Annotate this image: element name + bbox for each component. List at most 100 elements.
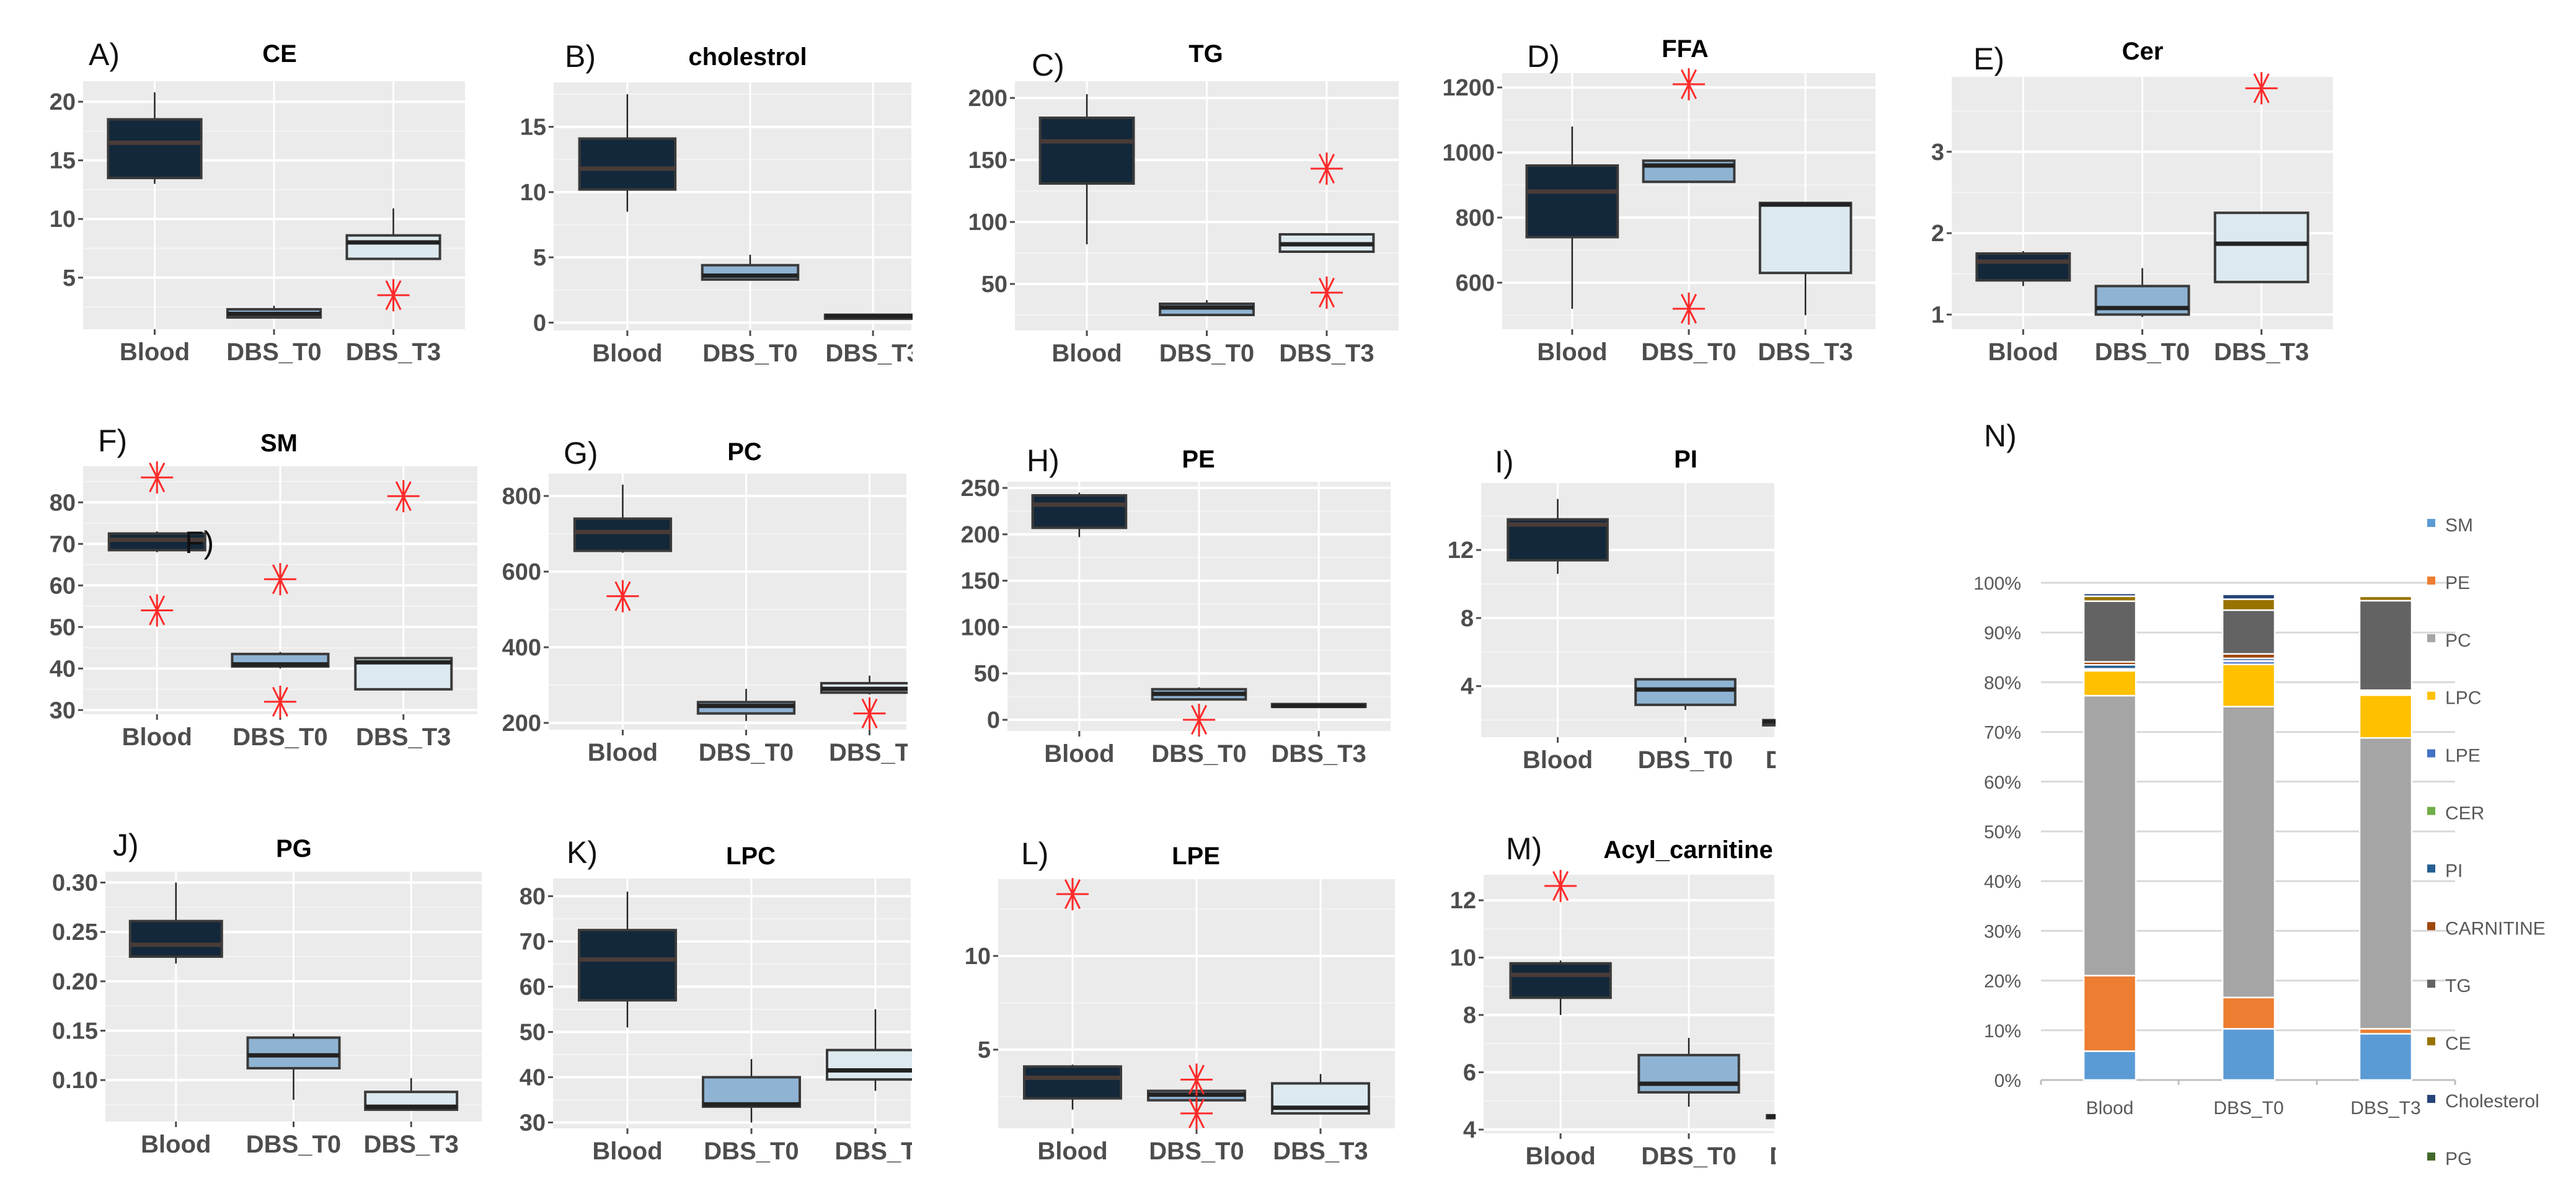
legend-swatch [2427,922,2435,931]
x-tick-label: DBS_T0 [704,1138,799,1165]
asterisk-stroke [1318,277,1335,308]
legend-swatch [2427,807,2435,815]
y-tick-label: 0.20 [52,969,98,995]
y-tick-label: 800 [1456,205,1495,231]
y-tick-label: 50% [1984,822,2021,843]
x-tick-label: DBS_T3 [2350,1098,2420,1118]
x-tick-label: Blood [1525,1143,1595,1170]
bar-segment-pg [2358,594,2413,597]
y-tick-label: 40 [50,656,76,682]
x-tick-label: DBS_T3 [1279,340,1374,367]
y-tick-label: 30 [520,1110,546,1136]
bar-segment-tg [2358,600,2413,691]
y-tick-label: 8 [1461,606,1474,632]
box-blood [107,118,203,180]
y-tick-label: 600 [502,559,541,585]
box-blood [1975,252,2071,282]
box-blood [128,919,223,958]
y-tick-label: 5 [533,245,546,271]
x-tick-label: Blood [588,739,658,766]
panel-label: F) [98,423,127,458]
panel-title: PC [727,438,762,466]
boxplot-panel-tg: 50 100 150 200 Blood DBS_T0 DBS_T3 [968,81,1399,367]
asterisk-stroke [395,481,412,511]
panel-label: J) [113,828,139,862]
y-tick-label: 40 [520,1065,546,1091]
legend-label: TG [2445,976,2471,996]
y-tick-label: 600 [1456,270,1495,296]
legend-label: CARNITINE [2445,918,2546,939]
y-tick-label: 60 [520,974,546,1000]
x-tick-label: DBS_T3 [346,339,441,366]
asterisk-stroke [272,564,289,595]
boxplot-panel-pi: 4 8 12 Blood DBS_T0 DBS_T3 [1448,483,1776,774]
panel-title: Acyl_carnitine [1603,836,1773,864]
legend-label: PI [2445,861,2463,881]
outlier-asterisk [1183,704,1215,737]
y-tick-label: 5 [978,1037,991,1063]
y-tick-label: 250 [961,476,1000,502]
y-tick-label: 400 [502,635,541,661]
y-tick-label: 1000 [1442,140,1495,166]
y-tick-label: 50 [981,272,1007,298]
y-tick-label: 6 [1463,1060,1476,1086]
box-dbs_t3 [345,234,441,260]
x-tick-label: DBS_T [829,739,910,766]
y-tick-label: 200 [502,710,541,737]
x-tick-label: Blood [1988,339,2058,366]
panel-title: SM [260,430,298,457]
outlier-asterisk [2245,72,2278,105]
stacked-bar-chart: 0% 10% 20% 30% 40% 50% 60% 70% 80% 90% 100% Blood DB… [1973,515,2545,1169]
legend-label: Cholesterol [2445,1091,2539,1112]
y-tick-label: 30 [50,697,76,724]
panel-label: K) [567,835,598,870]
bar-segment-sm [2358,1033,2413,1081]
y-tick-label: 20 [50,89,76,115]
box-dbs_t [826,1048,912,1081]
box-dbs_t3 [1766,1113,1776,1120]
asterisk-stroke [1190,704,1208,735]
bar-segment-tg [2082,600,2137,663]
asterisk-stroke [1810,1084,1824,1113]
x-tick-label: DBS_T0 [699,739,794,766]
legend-swatch [2427,1037,2435,1046]
box-dbs_t3 [2213,211,2309,283]
box-dbs_t3 [1762,719,1776,727]
x-tick-label: Blood [122,724,192,751]
outlier-asterisk [1801,1105,1833,1137]
y-tick-label: 15 [50,148,76,174]
asterisk-stroke [149,463,166,493]
y-tick-label: 60 [50,573,76,599]
x-tick-label: DBS_T3 [363,1131,458,1158]
legend-label: CER [2445,803,2484,824]
y-tick-label: 10 [520,180,546,206]
y-tick-label: 4 [1461,674,1474,700]
outlier-asterisk [141,461,174,494]
y-tick-label: 80 [520,883,546,910]
asterisk-stroke [861,698,878,728]
bar-segment-sm [2082,1050,2137,1081]
box-dbs_t0 [1637,1053,1740,1094]
x-tick-label: Blood [141,1131,211,1158]
x-tick-label: DBS_T3 [1758,339,1852,366]
x-tick-label: DBS_T0 [226,339,321,366]
boxplot-panel-lpc: 30 40 50 60 70 80 Blood DBS_T0 DBS_T [520,879,912,1165]
outlier-asterisk [1673,68,1705,100]
box-blood [573,517,673,552]
bar-segment-tg [2221,609,2276,655]
y-tick-label: 50 [50,614,76,640]
x-tick-label: DBS_T0 [702,340,797,367]
panel-title: PI [1674,446,1697,473]
box-dbs_t3 [1758,201,1852,275]
panel-label: G) [564,436,598,471]
x-tick-label: Blood [1037,1138,1107,1165]
box-dbs_t0 [2094,285,2190,316]
outlier-asterisk [1801,1082,1833,1114]
legend-swatch [2427,576,2435,585]
boxplot-panel-acyl_carnitine: 4 6 8 10 12 Blood DBS_T0 DBS_T3 [1450,870,1833,1170]
panel-label: H) [1027,443,1060,478]
y-tick-label: 15 [520,115,546,141]
outlier-asterisk [606,580,639,613]
bar-segment-pe [2221,996,2276,1030]
